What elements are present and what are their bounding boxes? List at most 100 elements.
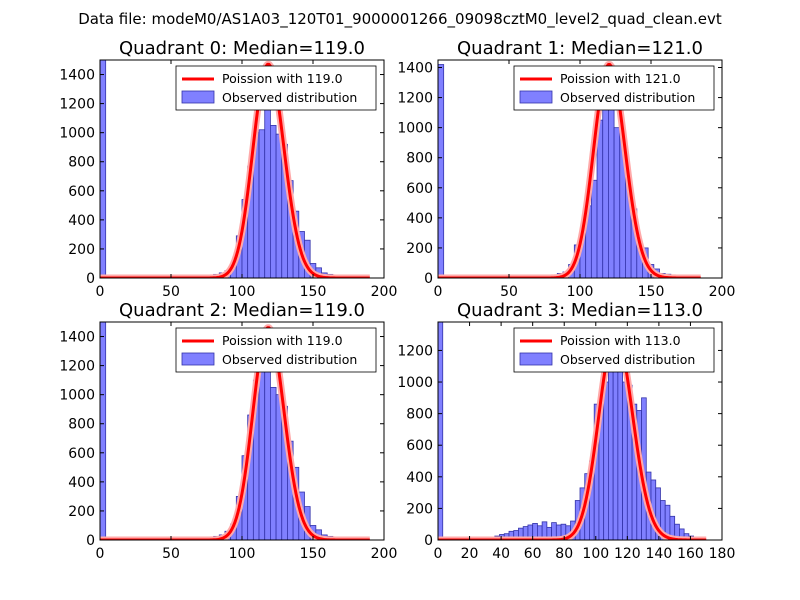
- histogram-bar: [275, 394, 283, 540]
- histogram-bar: [258, 129, 266, 278]
- x-tick-label: 0: [434, 284, 443, 300]
- quadrant-panel-2: Quadrant 2: Median=119.0 0 50 100 150 200 0 200…: [59, 300, 397, 562]
- histogram-bar: [612, 353, 619, 540]
- y-tick-label: 0: [424, 533, 433, 549]
- y-tick-label: 400: [68, 475, 95, 491]
- figure-suptitle: Data file: modeM0/AS1A03_120T01_90000012…: [78, 10, 722, 29]
- y-tick-label: 1000: [59, 126, 95, 142]
- y-tick-label: 600: [406, 181, 433, 197]
- histogram-bar: [264, 100, 271, 278]
- x-tick-label: 100: [582, 546, 609, 562]
- y-tick-label: 0: [424, 271, 433, 287]
- legend: Poission with 113.0 Observed distribution: [513, 327, 715, 373]
- legend-line-label: Poission with 121.0: [560, 71, 681, 86]
- x-tick-label: 0: [96, 284, 105, 300]
- histogram-bar: [269, 125, 277, 278]
- quadrant-panel-3: Quadrant 3: Median=113.0 0 20 40 60 80 100 120 1…: [397, 300, 735, 562]
- x-tick-label: 150: [300, 546, 327, 562]
- x-tick-label: 40: [492, 546, 510, 562]
- x-tick-label: 200: [371, 284, 398, 300]
- y-tick-label: 200: [68, 504, 95, 520]
- y-tick-label: 600: [406, 438, 433, 454]
- histogram-bar: [613, 127, 621, 278]
- x-tick-label: 100: [567, 284, 594, 300]
- legend-line-label: Poission with 119.0: [222, 333, 343, 348]
- y-tick-label: 800: [68, 155, 95, 171]
- x-tick-label: 50: [500, 284, 518, 300]
- axes-frame: [437, 321, 723, 541]
- y-tick-label: 1200: [397, 91, 433, 107]
- poisson-curve: [100, 62, 370, 278]
- x-tick-label: 80: [555, 546, 573, 562]
- panel-title: Quadrant 2: Median=119.0: [119, 300, 365, 321]
- y-tick-label: 1200: [59, 97, 95, 113]
- x-tick-label: 140: [646, 546, 673, 562]
- legend-hist-swatch: [181, 352, 215, 366]
- y-tick-label: 1000: [397, 375, 433, 391]
- histogram-bar: [100, 60, 107, 278]
- x-tick-label: 0: [434, 546, 443, 562]
- legend: Poission with 119.0 Observed distribution: [175, 65, 377, 111]
- quadrant-panel-1: Quadrant 1: Median=121.0 0 50 100 150 200 0 200…: [397, 38, 735, 300]
- y-tick-label: 800: [406, 151, 433, 167]
- legend: Poission with 121.0 Observed distribution: [513, 65, 715, 111]
- y-tick-label: 400: [68, 213, 95, 229]
- y-tick-label: 1400: [59, 68, 95, 84]
- legend-hist-swatch: [519, 90, 553, 104]
- panel-title: Quadrant 0: Median=119.0: [119, 38, 365, 59]
- y-tick-label: 200: [406, 501, 433, 517]
- plot-area: [438, 61, 703, 278]
- histogram-bar: [603, 381, 609, 540]
- poisson-curve: [438, 331, 707, 540]
- histogram-bar: [590, 179, 598, 278]
- histogram-bar: [617, 365, 623, 540]
- x-tick-label: 50: [162, 284, 180, 300]
- histogram-bar: [608, 104, 615, 278]
- y-tick-label: 200: [68, 242, 95, 258]
- y-tick-label: 1000: [59, 388, 95, 404]
- poisson-curve: [100, 326, 370, 540]
- y-tick-label: 1200: [397, 343, 433, 359]
- x-tick-label: 0: [96, 546, 105, 562]
- histogram-bar: [438, 64, 445, 278]
- legend: Poission with 119.0 Observed distribution: [175, 327, 377, 373]
- legend-line-label: Poission with 119.0: [222, 71, 343, 86]
- y-tick-label: 400: [406, 211, 433, 227]
- legend-line-label: Poission with 113.0: [560, 333, 681, 348]
- legend-hist-swatch: [519, 352, 553, 366]
- panel-title: Quadrant 1: Median=121.0: [457, 38, 703, 59]
- histogram-bar: [100, 322, 107, 540]
- y-tick-label: 400: [406, 470, 433, 486]
- y-tick-label: 1000: [397, 121, 433, 137]
- x-tick-label: 20: [461, 546, 479, 562]
- plot-area: [100, 60, 372, 278]
- y-tick-label: 1400: [397, 61, 433, 77]
- histogram-bar: [596, 119, 604, 278]
- legend-hist-label: Observed distribution: [222, 352, 357, 367]
- legend-box: [175, 327, 377, 373]
- x-tick-label: 150: [300, 284, 327, 300]
- poisson-curve: [438, 63, 701, 278]
- y-tick-label: 800: [68, 417, 95, 433]
- y-tick-label: 0: [86, 533, 95, 549]
- x-tick-label: 60: [524, 546, 542, 562]
- panel-title: Quadrant 3: Median=113.0: [457, 300, 703, 321]
- legend-hist-label: Observed distribution: [560, 90, 695, 105]
- x-tick-label: 50: [162, 546, 180, 562]
- y-tick-label: 800: [406, 407, 433, 423]
- y-tick-label: 600: [68, 184, 95, 200]
- y-tick-label: 1400: [59, 330, 95, 346]
- quadrant-panel-0: Quadrant 0: Median=119.0 0 50 100 150 200 0 200…: [59, 38, 397, 300]
- y-tick-label: 0: [86, 271, 95, 287]
- histogram-bar: [438, 322, 444, 540]
- y-tick-label: 600: [68, 446, 95, 462]
- legend-hist-swatch: [181, 90, 215, 104]
- x-tick-label: 200: [371, 546, 398, 562]
- histogram-bar: [602, 88, 609, 278]
- legend-hist-label: Observed distribution: [560, 352, 695, 367]
- x-tick-label: 100: [229, 546, 256, 562]
- x-tick-label: 200: [709, 284, 736, 300]
- y-tick-label: 200: [406, 241, 433, 257]
- y-tick-label: 1200: [59, 359, 95, 375]
